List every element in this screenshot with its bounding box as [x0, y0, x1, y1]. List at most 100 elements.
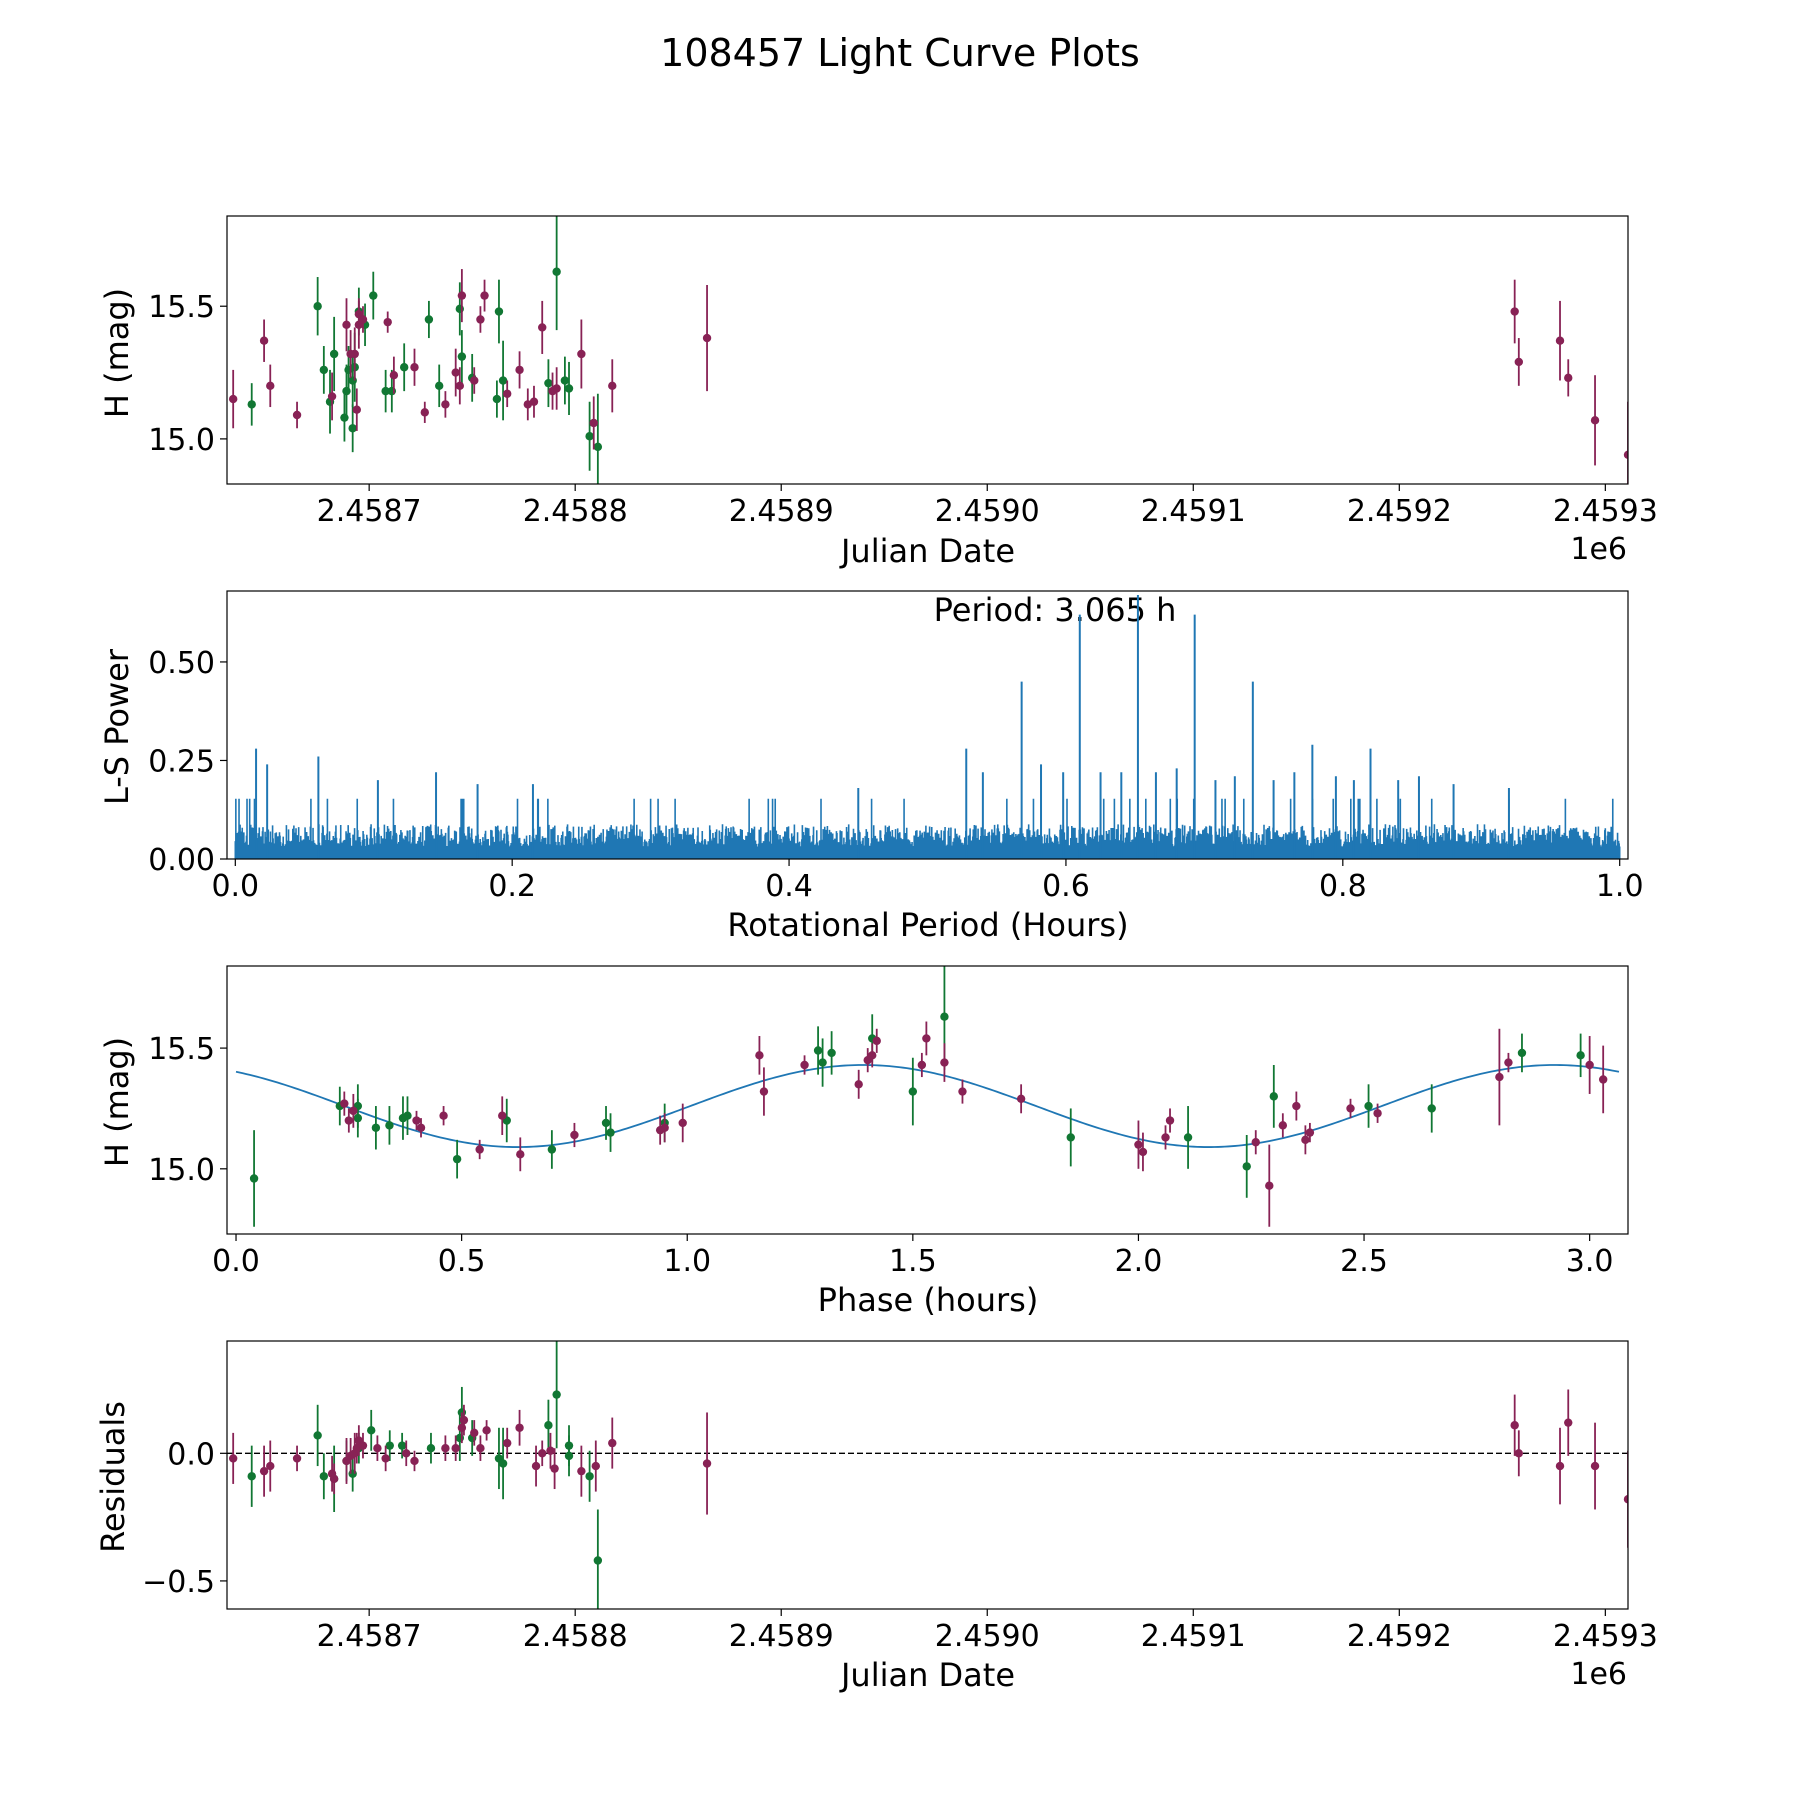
periodogram-xtick-label: 0.4 — [765, 869, 813, 904]
data-point — [1364, 1084, 1373, 1128]
data-point — [259, 1445, 269, 1497]
phased-xtick-label: 2.5 — [1340, 1244, 1388, 1279]
data-point — [854, 1069, 863, 1099]
data-point — [385, 1106, 394, 1145]
data-point — [800, 1055, 809, 1075]
marker — [292, 1454, 302, 1463]
marker — [383, 317, 392, 327]
data-point — [538, 300, 547, 354]
periodogram-xtick-label: 0.0 — [211, 869, 259, 904]
marker — [516, 1150, 525, 1159]
data-point — [1251, 1130, 1260, 1155]
marker — [1514, 357, 1524, 367]
data-point — [585, 1450, 594, 1502]
marker — [259, 336, 269, 345]
marker — [410, 1456, 419, 1466]
data-point — [1585, 1036, 1594, 1094]
data-point — [441, 1435, 450, 1461]
data-point — [958, 1079, 967, 1104]
marker — [492, 394, 502, 404]
data-point — [475, 1139, 484, 1160]
marker — [958, 1087, 967, 1096]
marker — [369, 291, 378, 300]
data-point — [367, 1409, 376, 1451]
marker — [1134, 1140, 1143, 1149]
data-point — [1134, 1120, 1143, 1169]
lightcurve-series-r — [228, 269, 1628, 484]
data-point — [266, 1440, 275, 1492]
data-point — [547, 1130, 557, 1169]
marker — [381, 1454, 390, 1463]
data-point — [608, 1417, 617, 1469]
marker — [660, 1123, 669, 1132]
marker — [515, 1423, 524, 1432]
marker — [350, 349, 359, 359]
data-point — [1514, 1430, 1524, 1477]
marker — [702, 333, 712, 343]
data-point — [403, 1096, 412, 1136]
lightcurve-xtick-label: 2.4589 — [729, 494, 834, 529]
phased-ytick-label: 15.5 — [148, 1032, 215, 1067]
marker — [381, 386, 390, 396]
data-point — [1623, 1450, 1628, 1548]
data-point — [759, 1067, 769, 1116]
data-point — [1590, 1422, 1600, 1510]
data-point — [342, 298, 351, 352]
marker — [412, 1116, 421, 1125]
phased-ylabel: H (mag) — [98, 1037, 136, 1167]
data-point — [917, 1052, 927, 1078]
data-point — [1183, 1106, 1193, 1169]
marker — [800, 1060, 809, 1070]
data-point — [702, 284, 712, 392]
data-point — [585, 401, 594, 471]
marker — [552, 1390, 561, 1399]
phased-frame — [226, 965, 1629, 1235]
marker — [546, 1446, 555, 1455]
periodogram-xtick-label: 0.6 — [1042, 869, 1090, 904]
data-point — [353, 1084, 363, 1128]
data-point — [503, 1427, 512, 1459]
lightcurve-ytick-label: 15.0 — [148, 423, 215, 458]
marker — [868, 1051, 877, 1060]
marker — [577, 349, 586, 359]
data-point — [410, 1450, 419, 1472]
periodogram-ytick-label: 0.50 — [148, 646, 215, 681]
marker — [1576, 1051, 1585, 1060]
phased-xtick-label: 1.5 — [889, 1244, 937, 1279]
marker — [1373, 1109, 1382, 1118]
data-point — [544, 359, 553, 408]
phased-xtick-label: 0.5 — [438, 1244, 486, 1279]
marker — [547, 1145, 557, 1154]
marker — [1623, 450, 1628, 460]
lightcurve-xtick-label: 2.4591 — [1141, 494, 1246, 529]
data-point — [410, 348, 419, 386]
periodogram-ytick-label: 0.00 — [148, 843, 215, 878]
marker — [457, 352, 467, 361]
marker — [585, 1472, 594, 1481]
marker — [515, 365, 524, 375]
data-point — [266, 364, 275, 408]
marker — [228, 394, 238, 404]
data-point — [452, 1139, 462, 1179]
marker — [1495, 1072, 1504, 1082]
residuals-xlabel: Julian Date — [839, 1656, 1015, 1694]
phased-xtick-label: 2.0 — [1115, 1244, 1163, 1279]
marker — [247, 400, 256, 409]
data-point — [1514, 338, 1524, 386]
marker — [319, 1472, 329, 1481]
marker — [940, 1012, 949, 1021]
data-point — [1346, 1098, 1355, 1119]
data-point — [546, 1432, 555, 1469]
data-point — [480, 279, 489, 312]
marker — [908, 1087, 918, 1096]
marker — [410, 363, 419, 372]
data-point — [459, 1404, 469, 1436]
lightcurve-plot-area — [228, 216, 1628, 484]
data-point — [1623, 401, 1628, 484]
marker — [358, 1441, 368, 1450]
marker — [1555, 336, 1565, 345]
marker — [1242, 1162, 1251, 1171]
data-point — [1564, 359, 1573, 397]
periodogram-xtick-label: 0.2 — [488, 869, 536, 904]
data-point — [349, 1093, 358, 1128]
